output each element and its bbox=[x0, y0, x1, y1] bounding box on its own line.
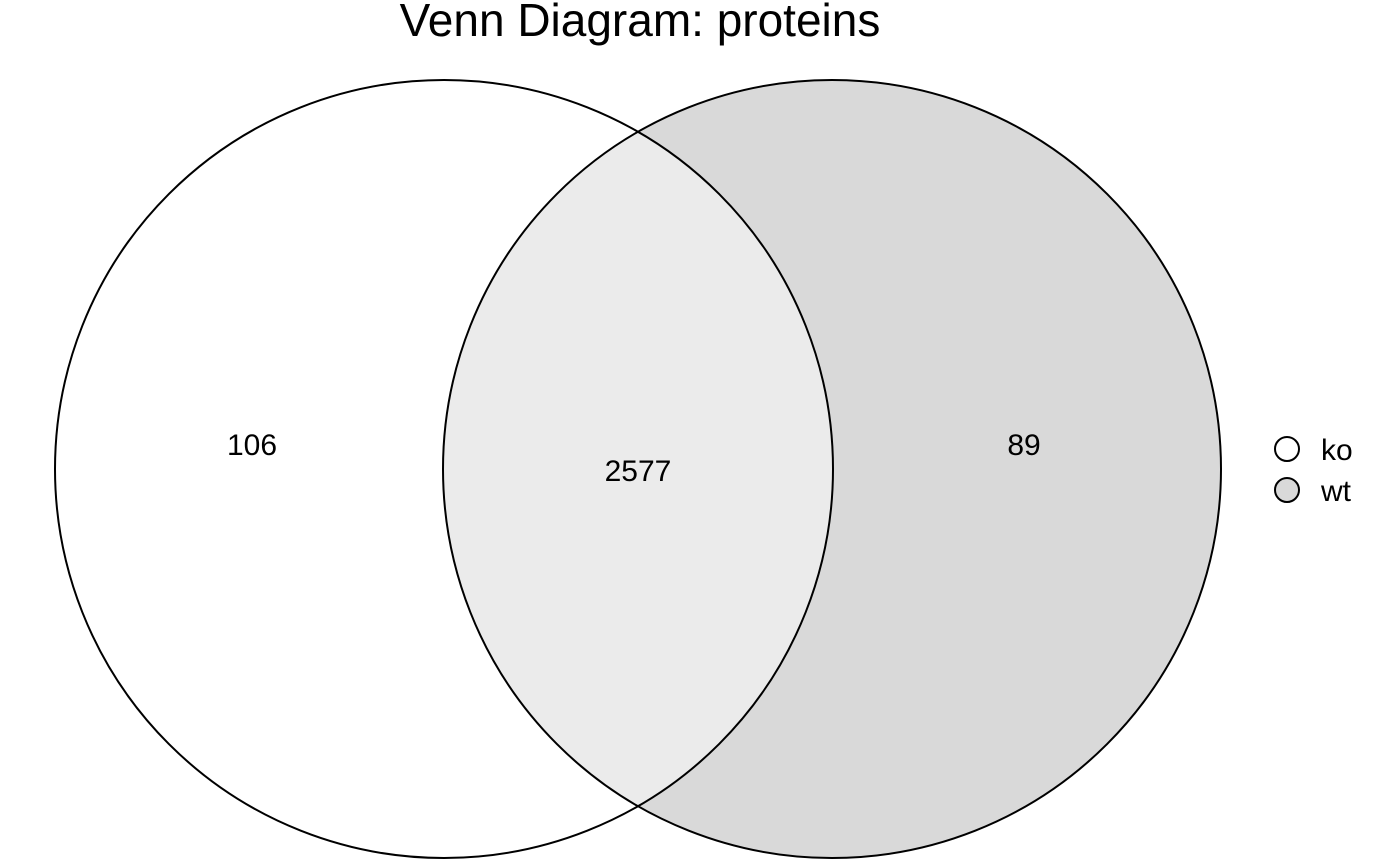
legend-item-wt: wt bbox=[1274, 475, 1352, 508]
legend-swatch-wt bbox=[1274, 477, 1300, 503]
set-outline-ko bbox=[54, 79, 834, 859]
legend-swatch-ko bbox=[1274, 436, 1300, 462]
count-intersection: 2577 bbox=[605, 455, 672, 488]
legend: ko wt bbox=[1274, 434, 1353, 508]
legend-label-ko: ko bbox=[1321, 434, 1353, 467]
legend-label-wt: wt bbox=[1320, 475, 1352, 508]
diagram-title: Venn Diagram: proteins bbox=[400, 0, 881, 46]
count-wt-only: 89 bbox=[1007, 429, 1040, 462]
set-outline-wt bbox=[442, 79, 1222, 859]
legend-item-ko: ko bbox=[1274, 434, 1353, 467]
count-ko-only: 106 bbox=[227, 429, 277, 462]
